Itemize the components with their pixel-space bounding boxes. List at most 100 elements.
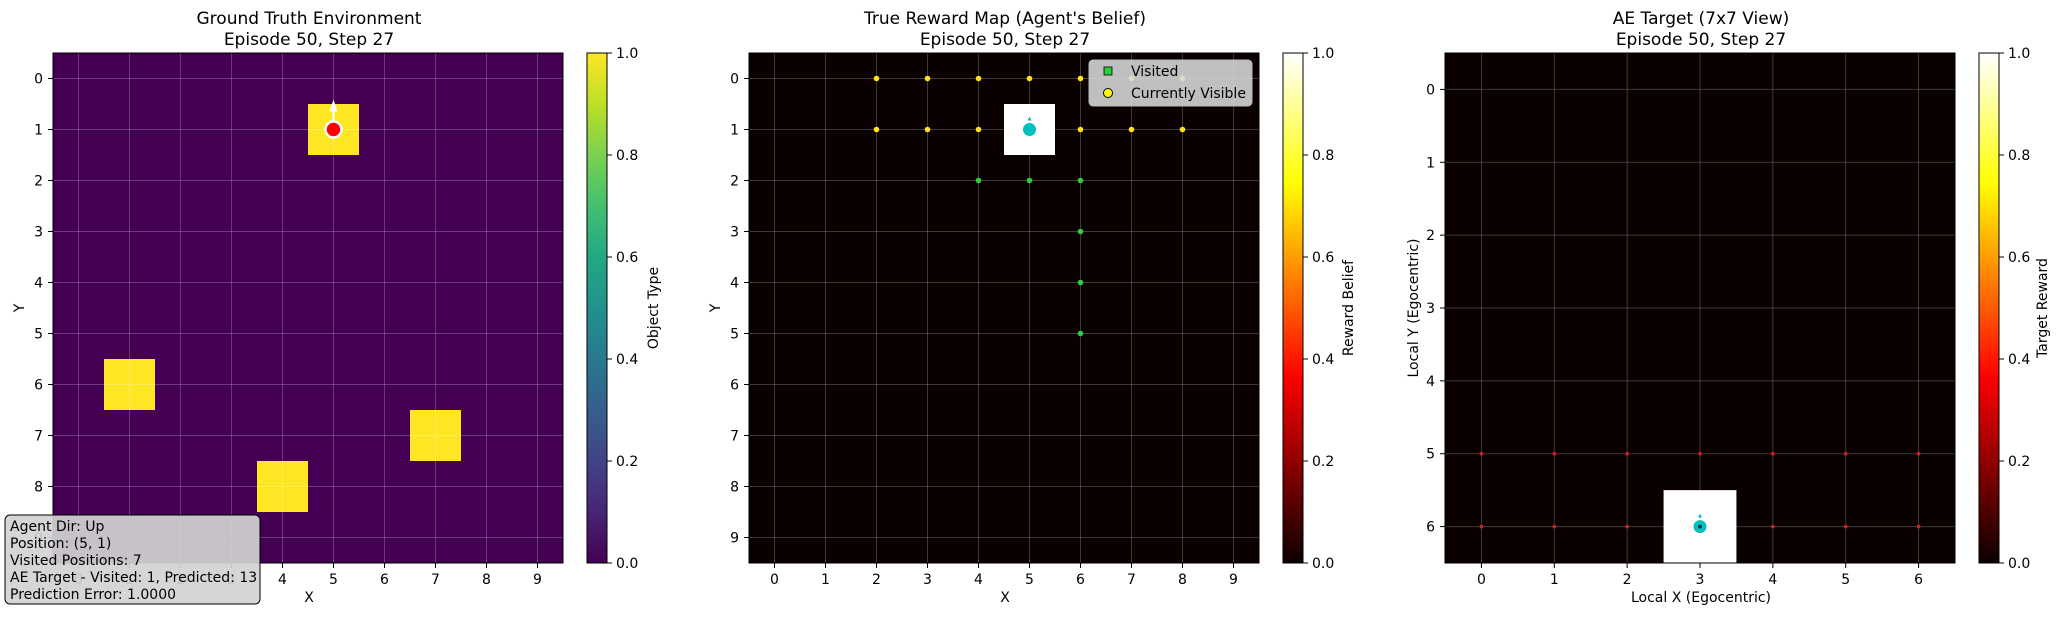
visible-marker [924,126,931,133]
info-line-ae-target: AE Target - Visited: 1, Predicted: 13 [10,570,257,586]
y-tick-label: 3 [34,225,43,241]
x-tick-label: 4 [1768,572,1777,588]
visible-marker [1179,126,1186,133]
y-tick-label: 0 [730,72,739,88]
y-tick-label: 5 [730,327,739,343]
predicted-marker [1843,524,1848,529]
predicted-marker [1479,451,1484,456]
y-tick-label: 3 [730,225,739,241]
panel-ae-target: AE Target (7x7 View) Episode 50, Step 27… [1406,9,2051,606]
x-tick-label: 4 [278,572,287,588]
y-tick-label: 6 [730,378,739,394]
x-tick-label: 1 [1550,572,1559,588]
x-tick-label: 5 [1025,572,1034,588]
agent-marker [324,120,343,139]
colorbar-tick-label: 0.0 [2008,556,2030,572]
colorbar-ticks: 0.0 0.2 0.4 0.6 0.8 1.0 [1999,46,2030,572]
visited-marker [975,177,982,184]
grid-lines [53,53,563,563]
chart-title: Ground Truth Environment [197,9,422,29]
x-tick-label: 9 [533,572,542,588]
panel-ground-truth: Ground Truth Environment Episode 50, Ste… [12,9,662,606]
x-axis-label: X [304,590,314,606]
visible-marker [873,126,880,133]
colorbar-tick-label: 1.0 [616,46,638,62]
x-tick-label: 5 [1841,572,1850,588]
legend-label-visited: Visited [1131,64,1178,80]
predicted-marker [1625,524,1629,529]
colorbar-label: Object Type [646,267,662,349]
heatmap-background [1445,53,1955,563]
agent-direction-arrow [1027,116,1032,121]
legend-marker-visited [1103,66,1113,76]
x-tick-label: 1 [821,572,830,588]
y-tick-label: 8 [34,480,43,496]
x-tick-labels: 0 1 2 3 4 5 6 7 8 9 [770,563,1238,588]
y-axis-label: Local Y (Egocentric) [1406,239,1422,378]
colorbar-tick-label: 0.2 [616,454,638,470]
agent-center [1698,524,1702,529]
visible-marker [1077,126,1084,133]
x-tick-label: 0 [1477,572,1486,588]
colorbar [1282,52,1304,564]
y-tick-label: 6 [34,378,43,394]
visited-marker [1077,330,1084,337]
plot-frame [748,52,1260,564]
colorbar-label: Reward Belief [1341,259,1357,356]
info-line-visited: Visited Positions: 7 [10,553,142,569]
y-tick-label: 1 [1426,155,1435,171]
x-tick-label: 2 [872,572,881,588]
y-tick-label: 4 [34,276,43,292]
agent-direction-arrow [329,99,338,112]
visible-marker [1026,75,1033,82]
visible-marker [924,75,931,82]
object-cell [257,461,308,512]
chart-title: AE Target (7x7 View) [1613,9,1789,29]
info-line-position: Position: (5, 1) [10,536,111,552]
y-tick-label: 8 [730,480,739,496]
colorbar-tick-label: 0.4 [616,352,638,368]
chart-subtitle: Episode 50, Step 27 [920,30,1090,50]
predicted-marker [1625,451,1629,456]
chart-subtitle: Episode 50, Step 27 [224,30,394,50]
colorbar-tick-label: 0.6 [616,250,638,266]
predicted-marker [1916,524,1921,529]
plot-area [1444,52,1956,564]
colorbar-tick-label: 0.8 [2008,148,2030,164]
visible-marker [1077,75,1084,82]
y-tick-label: 3 [1426,301,1435,317]
legend-label-visible: Currently Visible [1131,86,1246,102]
y-tick-label: 4 [730,276,739,292]
y-tick-label: 1 [730,123,739,139]
predicted-marker [1843,451,1848,456]
visible-marker [975,126,982,133]
predicted-marker [1479,524,1484,529]
y-tick-label: 4 [1426,374,1435,390]
visible-marker [1128,126,1135,133]
y-tick-label: 1 [34,123,43,139]
x-axis-label: Local X (Egocentric) [1631,590,1771,606]
y-tick-label: 9 [730,531,739,547]
visible-marker [873,75,880,82]
x-tick-label: 8 [482,572,491,588]
x-tick-label: 6 [380,572,389,588]
visible-marker [975,75,982,82]
y-tick-label: 0 [1426,82,1435,98]
y-tick-label: 5 [34,327,43,343]
x-tick-label: 5 [329,572,338,588]
colorbar-tick-label: 0.4 [2008,352,2030,368]
y-tick-label: 6 [1426,520,1435,536]
x-tick-labels: 0 1 2 3 4 5 6 [1477,563,1923,588]
y-tick-label: 5 [1426,447,1435,463]
info-box: Agent Dir: Up Position: (5, 1) Visited P… [4,514,261,605]
predicted-marker [1771,524,1775,529]
colorbar-tick-label: 1.0 [2008,46,2030,62]
visited-marker [1077,279,1084,286]
chart-subtitle: Episode 50, Step 27 [1616,30,1786,50]
chart-title: True Reward Map (Agent's Belief) [863,9,1146,29]
y-axis-label: Y [708,303,724,313]
y-tick-label: 7 [34,429,43,445]
y-tick-label: 2 [1426,228,1435,244]
